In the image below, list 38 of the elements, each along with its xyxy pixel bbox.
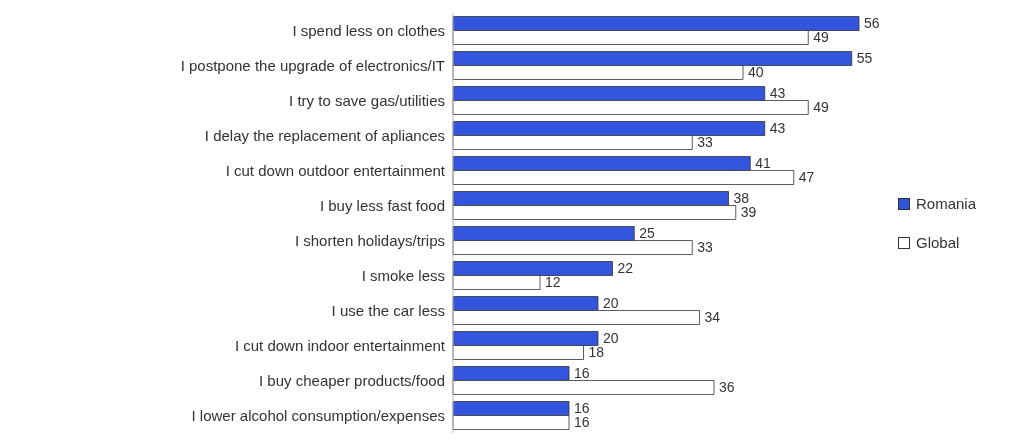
- data-label: 20: [603, 330, 619, 347]
- y-tick-label: I try to save gas/utilities: [289, 91, 445, 109]
- data-label: 20: [603, 295, 619, 312]
- data-label: 43: [769, 85, 786, 102]
- data-label: 38: [733, 190, 750, 207]
- y-tick-label: I shorten holidays/trips: [294, 231, 445, 249]
- data-label: 16: [574, 365, 590, 382]
- data-label: 49: [813, 99, 830, 116]
- data-label: 56: [864, 15, 880, 32]
- y-tick-label: I spend less on clothes: [292, 21, 445, 39]
- data-label: 12: [545, 274, 561, 291]
- data-label: 36: [719, 379, 735, 396]
- data-label: 25: [639, 225, 656, 242]
- y-tick-label: I buy cheaper products/food: [259, 371, 445, 389]
- data-label: 16: [574, 414, 590, 431]
- y-tick-label: I buy less fast food: [319, 196, 445, 214]
- data-label: 16: [574, 400, 590, 417]
- y-tick-label: I delay the replacement of apliances: [204, 126, 445, 144]
- data-label: 43: [769, 120, 786, 137]
- y-tick-label: I cut down outdoor entertainment: [225, 161, 446, 179]
- data-label: 55: [856, 50, 873, 67]
- data-label: 49: [813, 29, 830, 46]
- data-label: 47: [798, 169, 815, 186]
- data-label: 40: [748, 64, 764, 81]
- legend-label: Global: [916, 234, 960, 251]
- data-label: 41: [755, 155, 772, 172]
- y-tick-label: I smoke less: [361, 266, 445, 284]
- data-label: 34: [704, 309, 721, 326]
- data-label: 33: [697, 239, 714, 256]
- y-tick-label: I postpone the upgrade of electronics/IT: [180, 56, 445, 74]
- data-label: 22: [617, 260, 634, 277]
- data-label: 33: [697, 134, 714, 151]
- legend-label: Romania: [916, 195, 977, 212]
- data-label: 18: [588, 344, 605, 361]
- data-label: 39: [740, 204, 757, 221]
- y-tick-label: I use the car less: [331, 301, 445, 319]
- y-tick-label: I lower alcohol consumption/expenses: [191, 406, 445, 424]
- y-tick-label: I cut down indoor entertainment: [234, 336, 446, 354]
